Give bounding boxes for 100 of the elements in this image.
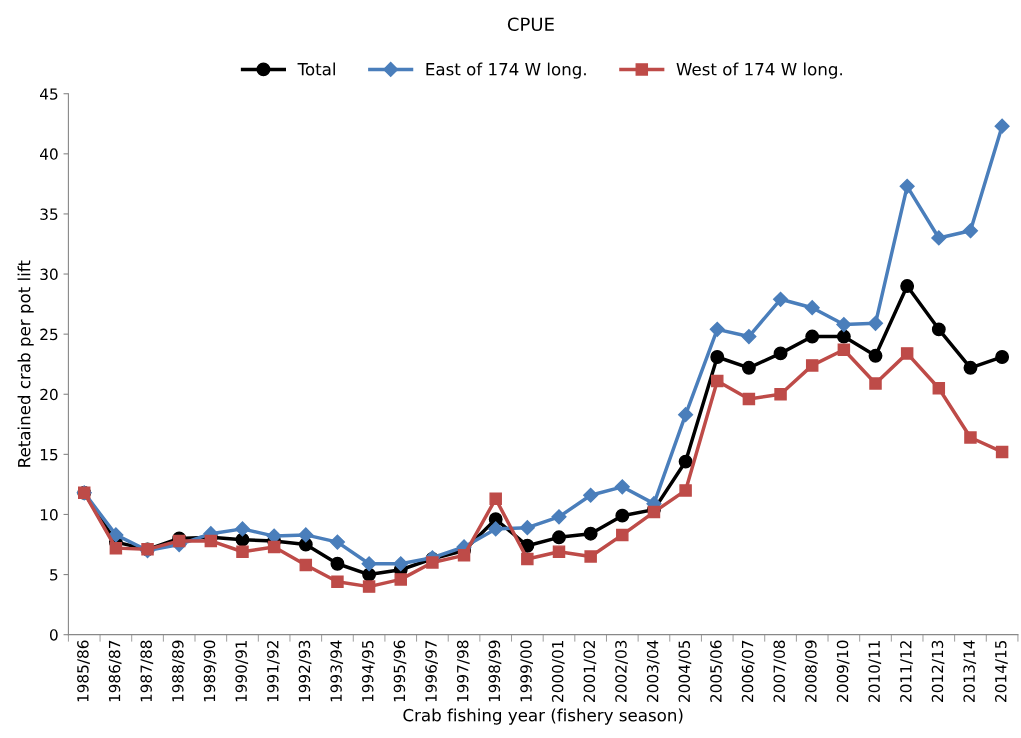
legend-label: Total [297, 62, 335, 76]
point [361, 556, 377, 572]
point [236, 545, 249, 558]
point [869, 377, 882, 390]
point [962, 223, 979, 239]
point [742, 392, 756, 406]
legend-label: East of 174 W long. [426, 62, 586, 79]
x-tick-label: 1987/88 [140, 640, 154, 702]
point [772, 291, 789, 307]
point [678, 454, 693, 469]
x-tick-label: 2004/05 [678, 640, 692, 702]
y-axis-title: Retained crab per pot lift [17, 260, 34, 467]
x-tick-label: 1999/00 [520, 640, 533, 702]
x-tick-label: 2006/07 [741, 640, 755, 702]
point [773, 346, 788, 361]
x-tick-label: 1985/86 [77, 640, 90, 702]
x-tick-label: 2011/12 [900, 641, 913, 702]
point [679, 484, 692, 497]
point [900, 347, 914, 360]
point [805, 359, 819, 372]
point [552, 545, 566, 558]
x-tick-label: 2000/01 [551, 640, 565, 702]
point [551, 509, 567, 525]
x-tick-label: 2008/09 [805, 640, 818, 702]
point [362, 580, 376, 593]
x-tick-label: 1986/87 [108, 640, 122, 702]
x-tick-label: 2012/13 [931, 640, 945, 702]
y-tick-label: 15 [40, 449, 58, 461]
point [867, 315, 884, 331]
point [868, 348, 883, 363]
y-tick-label: 20 [40, 388, 58, 401]
point [709, 321, 725, 337]
point [774, 388, 787, 401]
y-tick-label: 45 [39, 88, 58, 100]
point [678, 407, 694, 423]
y-tick-label: 0 [49, 629, 58, 641]
point [267, 540, 281, 554]
point [394, 573, 407, 586]
point [329, 534, 346, 550]
y-tick-label: 40 [39, 148, 58, 160]
point [616, 528, 629, 542]
point [108, 527, 124, 543]
point [204, 534, 218, 548]
point [393, 556, 409, 572]
chart-title: CPUE [507, 17, 554, 32]
x-tick-label: 1991/92 [267, 641, 280, 702]
x-tick-label: 1993/94 [330, 640, 344, 702]
x-tick-label: 2013/14 [963, 640, 977, 702]
point [900, 279, 915, 294]
point [995, 350, 1010, 364]
point [899, 178, 915, 194]
point [836, 329, 851, 344]
point [931, 322, 946, 337]
point [109, 541, 123, 555]
point [330, 556, 345, 571]
x-tick-label: 1996/97 [425, 640, 439, 702]
x-tick-label: 1990/91 [235, 640, 249, 702]
point [298, 527, 314, 543]
point [299, 558, 313, 572]
x-tick-label: 1988/89 [172, 640, 185, 702]
point [331, 575, 344, 589]
x-tick-label: 1992/93 [298, 640, 312, 702]
x-tick-label: 2005/06 [710, 640, 723, 702]
x-tick-label: 2009/10 [836, 640, 850, 702]
x-tick-label: 1994/95 [361, 640, 375, 702]
point [234, 521, 251, 537]
y-tick-label: 35 [40, 208, 58, 220]
x-tick-label: 1997/98 [456, 640, 470, 702]
point [489, 492, 502, 506]
point [519, 520, 535, 536]
x-tick-label: 2001/02 [583, 641, 597, 702]
x-axis-title: Crab fishing year (fishery season) [403, 708, 683, 725]
point [741, 360, 756, 375]
point [457, 549, 471, 562]
point [521, 552, 534, 566]
point [964, 431, 977, 444]
x-tick-label: 2007/08 [773, 640, 787, 702]
point [615, 508, 630, 523]
y-tick-label: 25 [40, 328, 58, 341]
point [932, 381, 946, 395]
point [994, 118, 1010, 134]
y-tick-label: 5 [50, 569, 58, 581]
x-tick-label: 2014/15 [994, 640, 1008, 702]
point [426, 556, 439, 569]
point [584, 550, 597, 563]
point [931, 230, 947, 246]
x-tick-label: 2010/11 [868, 640, 882, 702]
point [836, 316, 852, 333]
point [583, 526, 598, 541]
point [552, 530, 566, 545]
x-tick-label: 1998/99 [488, 640, 502, 702]
point [995, 445, 1009, 459]
point [614, 479, 630, 495]
point [488, 521, 504, 537]
point [837, 343, 851, 357]
legend-label: West of 174 W long. [676, 62, 842, 79]
x-tick-label: 1989/90 [203, 640, 217, 702]
point [710, 350, 725, 364]
point [963, 360, 978, 375]
x-tick-label: 2002/03 [615, 640, 628, 702]
